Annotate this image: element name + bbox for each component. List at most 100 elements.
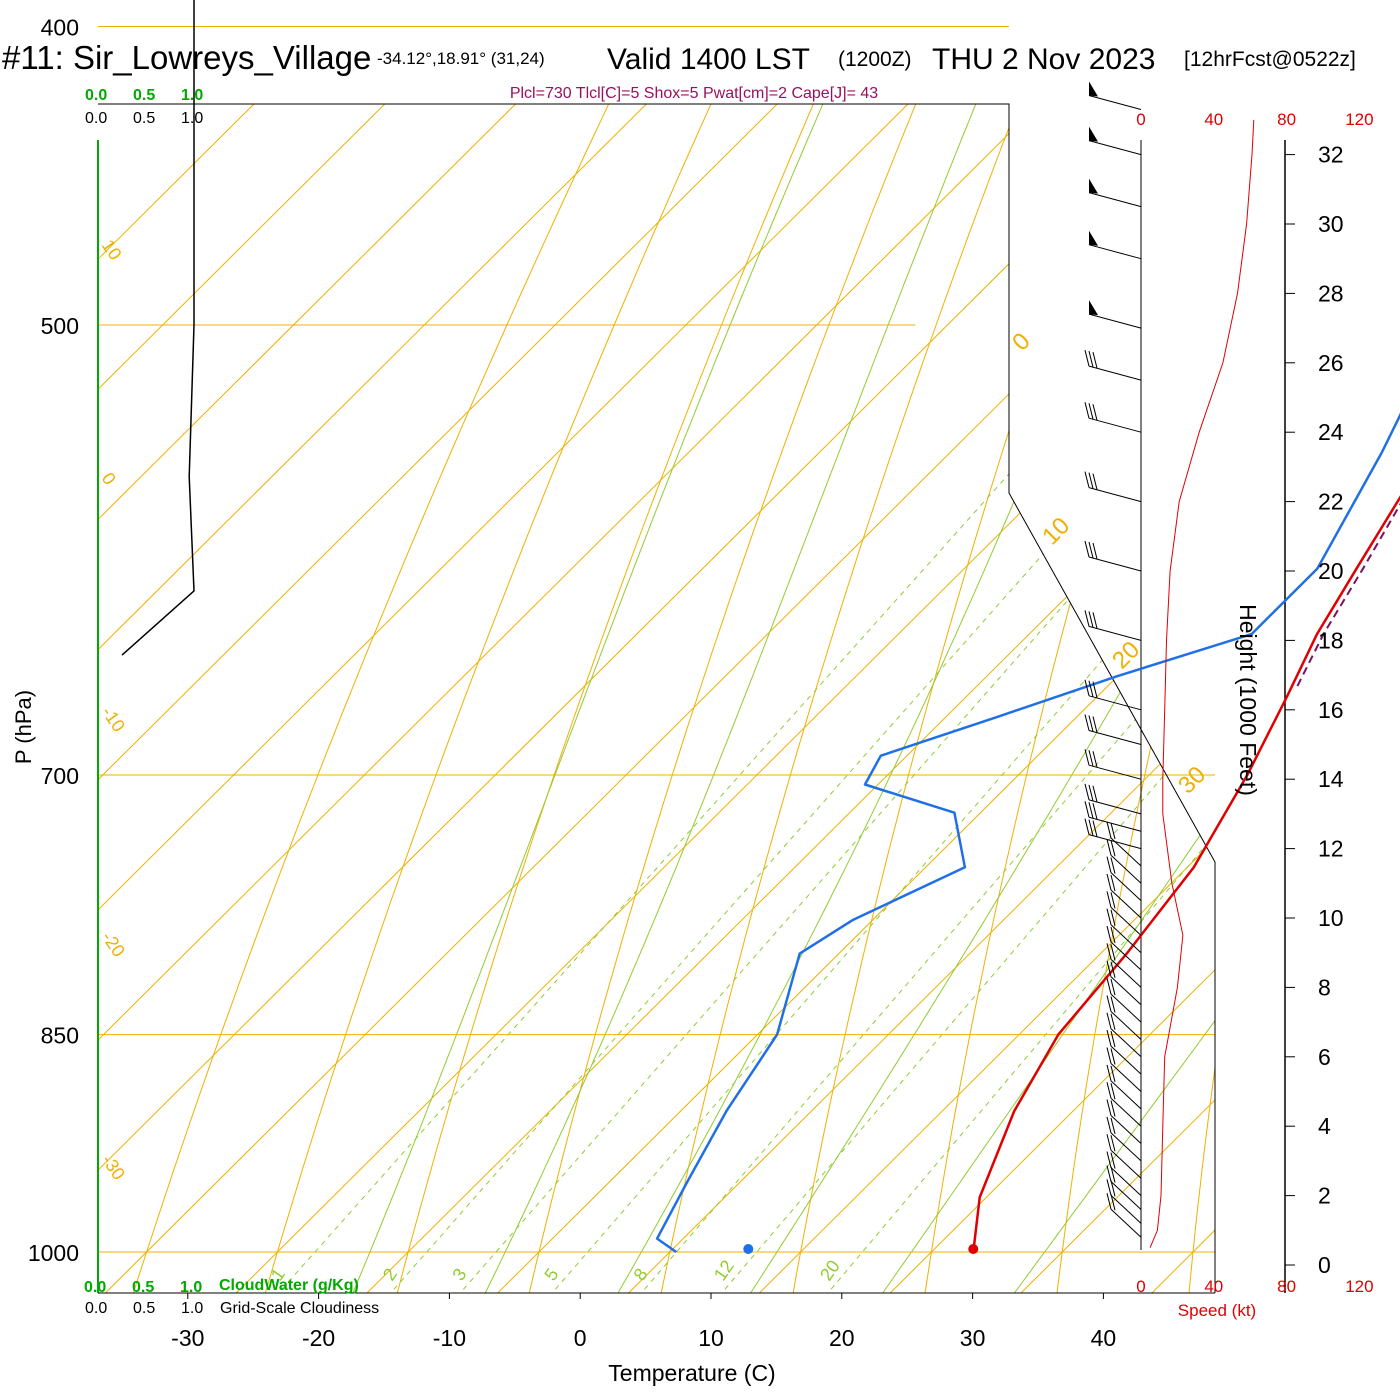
height-tick-22: 22	[1318, 489, 1344, 515]
cloudiness-bottom-tick-0: 0.0	[85, 1300, 107, 1317]
wind-barb-feather	[1110, 892, 1116, 909]
wind-barb-feather	[1110, 944, 1116, 961]
wind-speed-tick-top-80: 80	[1277, 110, 1296, 129]
wind-speed-line	[1149, 119, 1255, 1248]
isotherm	[497, 104, 1215, 1293]
isotherm-label-30: 30	[1173, 761, 1211, 799]
isotherm-label--20: -20	[98, 928, 129, 961]
mixing-ratio-line-20	[817, 104, 1215, 1293]
mixing-ratio-lines	[268, 104, 1215, 1293]
wind-barb-feather	[1088, 403, 1094, 420]
station-title: #11: Sir_Lowreys_Village	[2, 39, 371, 76]
isotherm	[759, 104, 1215, 1293]
dry-adiabat	[921, 104, 1215, 1293]
mixing-ratio-label-20: 20	[816, 1256, 844, 1284]
wind-barb-staff	[1110, 1063, 1142, 1092]
mixing-ratio-line-1	[268, 104, 1215, 1293]
wind-barb-feather	[1110, 857, 1116, 874]
wind-barb-feather	[1110, 926, 1116, 944]
utc-time: (1200Z)	[838, 48, 912, 71]
wind-barb-feather	[1092, 612, 1098, 629]
moist-adiabat	[472, 104, 1215, 1293]
isotherm	[98, 104, 386, 1293]
wind-barb-staff	[1110, 1167, 1142, 1196]
wind-barb-staff	[1110, 1208, 1142, 1238]
height-tick-14: 14	[1318, 766, 1344, 792]
wind-barb-staff	[1110, 1132, 1142, 1162]
wind-barb-feather	[1106, 908, 1112, 925]
wind-barb-feather	[1106, 1134, 1112, 1151]
wind-speed-tick-bottom-0: 0	[1136, 1277, 1145, 1296]
x-tick-label--30: -30	[171, 1325, 204, 1351]
wind-barb-staff	[1088, 365, 1142, 381]
wind-barb-feather	[1110, 1180, 1116, 1197]
wind-barb-staff	[1088, 834, 1142, 850]
height-tick-18: 18	[1318, 627, 1344, 653]
height-tick-20: 20	[1318, 558, 1344, 584]
mixing-ratio-line-3	[449, 104, 1215, 1293]
wind-barb-staff	[1088, 192, 1142, 208]
sounding-indices: Plcl=730 Tlcl[C]=5 Shox=5 Pwat[cm]=2 Cap…	[510, 85, 878, 102]
isotherm-label-10: 10	[98, 236, 126, 264]
x-tick-label-20: 20	[829, 1325, 855, 1351]
dry-adiabat	[523, 104, 1215, 1293]
mixing-ratio-label-3: 3	[448, 1265, 470, 1285]
wind-barb-feather	[1092, 473, 1098, 490]
forecast-info: [12hrFcst@0522z]	[1184, 48, 1356, 71]
wind-barb-feather	[1110, 1100, 1116, 1117]
wind-barb-feather	[1088, 750, 1094, 767]
cloudiness-tick-2: 1.0	[181, 110, 203, 127]
moist-adiabat	[342, 104, 1157, 1293]
wind-barb-staff	[1088, 95, 1142, 110]
height-tick-4: 4	[1318, 1113, 1331, 1139]
wind-barb-feather	[1106, 943, 1112, 960]
wind-barb-feather	[1092, 820, 1098, 837]
dry-adiabat	[125, 104, 1001, 1293]
surface-temperature-dot	[968, 1244, 979, 1254]
wind-barb-staff	[1110, 1011, 1142, 1040]
valid-time: Valid 1400 LST	[607, 43, 810, 76]
isotherm-lines	[98, 104, 1215, 1293]
height-tick-28: 28	[1318, 280, 1344, 306]
wind-barb-feather	[1088, 819, 1094, 836]
wind-barb-feather	[1110, 978, 1116, 996]
cloudiness-label: Grid-Scale Cloudiness	[220, 1300, 379, 1317]
wind-barb-feather	[1084, 714, 1090, 731]
wind-barb-feather	[1088, 680, 1094, 697]
height-axis-title: Height (1000 Feet)	[1235, 604, 1261, 796]
wind-barb-pennant	[1089, 178, 1098, 194]
wind-barb-pennant	[1089, 81, 1098, 97]
isotherm-label--30: -30	[98, 1151, 129, 1184]
wind-barb-feather	[1110, 1152, 1116, 1169]
plot-frame	[98, 103, 1216, 1293]
wind-barb-feather	[1106, 856, 1112, 873]
wind-barb-staff	[1088, 556, 1142, 572]
dry-adiabat	[1186, 104, 1215, 1293]
wind-barb-feather	[1106, 891, 1112, 908]
wind-barb-feather	[1088, 715, 1094, 732]
wind-barb-feather	[1084, 801, 1090, 818]
dry-adiabat	[257, 104, 1088, 1293]
wind-barb-staff	[1110, 941, 1142, 971]
wind-barb-staff	[1110, 854, 1142, 884]
wind-barb-staff	[1088, 313, 1142, 329]
y-axis-title: P (hPa)	[11, 690, 36, 764]
wind-barb-staff	[1088, 799, 1142, 815]
wind-barb-staff	[1088, 140, 1142, 156]
wind-barb-feather	[1110, 1135, 1116, 1152]
cloudwater-tick-0: 0.0	[85, 87, 107, 104]
cloudwater-tick-2: 1.0	[181, 87, 203, 104]
parcel-line	[1296, 502, 1400, 687]
wind-barb-feather	[1110, 822, 1116, 840]
isotherm	[98, 104, 778, 1293]
wind-barb-feather	[1106, 925, 1112, 943]
wind-barb-feather	[1110, 1117, 1116, 1135]
isotherm	[889, 104, 1215, 1293]
isotherm	[235, 104, 1215, 1293]
wind-barb-feather	[1106, 977, 1112, 995]
wind-barb-feather	[1088, 802, 1094, 819]
wind-barb-feather	[1106, 873, 1112, 891]
wind-barb-pennant	[1089, 300, 1098, 316]
cloudwater-bottom-tick-0: 0.0	[84, 1279, 106, 1296]
cloudwater-bottom-tick-1: 0.5	[132, 1279, 154, 1296]
